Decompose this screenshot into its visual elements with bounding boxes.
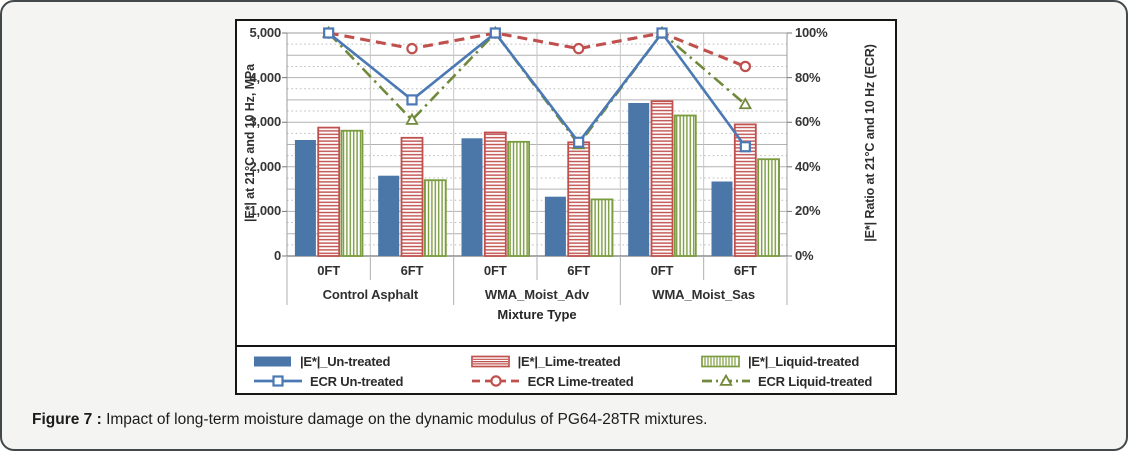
group-label: WMA_Moist_Adv	[484, 287, 590, 302]
right-axis-tick: 60%	[795, 114, 821, 130]
legend-label: ECR Liquid-treated	[757, 373, 873, 389]
bar	[711, 181, 733, 256]
bar	[544, 196, 566, 256]
category-label: 6FT	[400, 263, 424, 278]
bar	[567, 141, 591, 257]
legend: |E*|_Un-treated |E*|_Lime-treated |E*|_Liq…	[237, 345, 895, 393]
left-axis-tick: 0	[273, 248, 281, 263]
right-axis-title: |E*| Ratio at 21°C and 10 Hz (ECR)	[863, 44, 877, 242]
group-label: Control Asphalt	[322, 287, 419, 302]
bar	[294, 140, 316, 256]
legend-label: |E*|_Un-treated	[300, 354, 391, 370]
ecr-line	[328, 31, 746, 68]
legend-label: |E*|_Lime-treated	[517, 354, 621, 370]
legend-line-swatch	[701, 374, 750, 387]
bar	[461, 138, 483, 256]
bar	[628, 103, 650, 256]
legend-label: ECR Lime-treated	[527, 373, 634, 389]
legend-item: ECR Un-treated	[253, 373, 471, 391]
legend-label: ECR Un-treated	[310, 373, 404, 389]
bar	[673, 114, 697, 257]
left-axis-tick: 4,000	[249, 69, 281, 85]
bar	[400, 136, 424, 257]
figure-caption-label: Figure 7 :	[32, 411, 102, 428]
bar	[483, 131, 507, 257]
right-axis-tick: 0%	[795, 248, 814, 263]
right-axis-tick: 100%	[795, 25, 828, 40]
legend-line-swatch	[471, 375, 520, 387]
bar	[423, 179, 447, 257]
left-axis-tick: 2,000	[249, 158, 281, 174]
bar	[590, 198, 614, 257]
legend-item: |E*|_Lime-treated	[470, 353, 701, 371]
bar	[733, 123, 757, 257]
x-axis-title: Mixture Type	[497, 307, 577, 322]
legend-item: |E*|_Un-treated	[253, 353, 471, 371]
chart-canvas	[282, 25, 792, 305]
left-axis-tick: 3,000	[249, 114, 281, 130]
bar	[650, 100, 674, 257]
group-label: WMA_Moist_Sas	[652, 287, 756, 302]
legend-item: ECR Lime-treated	[471, 373, 701, 391]
category-label: 6FT	[567, 263, 591, 278]
bar	[507, 140, 531, 257]
left-axis-title: |E*| at 21°C and 10 Hz, MPa	[243, 64, 257, 222]
legend-bar-swatch	[470, 355, 510, 368]
right-axis-tick: 40%	[795, 158, 821, 174]
chart: |E*| at 21°C and 10 Hz, MPa |E*| Ratio a…	[235, 19, 897, 395]
figure-caption: Figure 7 : Impact of long-term moisture …	[32, 411, 707, 429]
ecr-line	[327, 30, 747, 148]
right-axis-tick: 20%	[795, 203, 821, 219]
bar	[378, 175, 400, 256]
legend-bar-swatch	[254, 356, 291, 367]
left-axis-tick: 5,000	[249, 25, 281, 40]
bar	[757, 158, 780, 257]
category-label: 0FT	[317, 263, 341, 278]
category-label: 0FT	[650, 263, 674, 278]
category-label: 6FT	[733, 263, 757, 278]
legend-item: ECR Liquid-treated	[701, 373, 893, 391]
category-label: 0FT	[483, 263, 507, 278]
chart-plot-host: |E*| at 21°C and 10 Hz, MPa |E*| Ratio a…	[237, 21, 895, 393]
legend-bar-swatch	[701, 355, 740, 368]
bar	[340, 129, 364, 257]
legend-label: |E*|_Liquid-treated	[747, 354, 860, 370]
ecr-line	[327, 30, 747, 147]
figure-caption-text: Impact of long-term moisture damage on t…	[101, 411, 708, 428]
right-axis-tick: 80%	[795, 69, 821, 85]
legend-line-swatch	[254, 375, 302, 387]
bar	[317, 126, 341, 257]
left-axis-tick: 1,000	[249, 203, 281, 219]
legend-item: |E*|_Liquid-treated	[701, 353, 893, 371]
